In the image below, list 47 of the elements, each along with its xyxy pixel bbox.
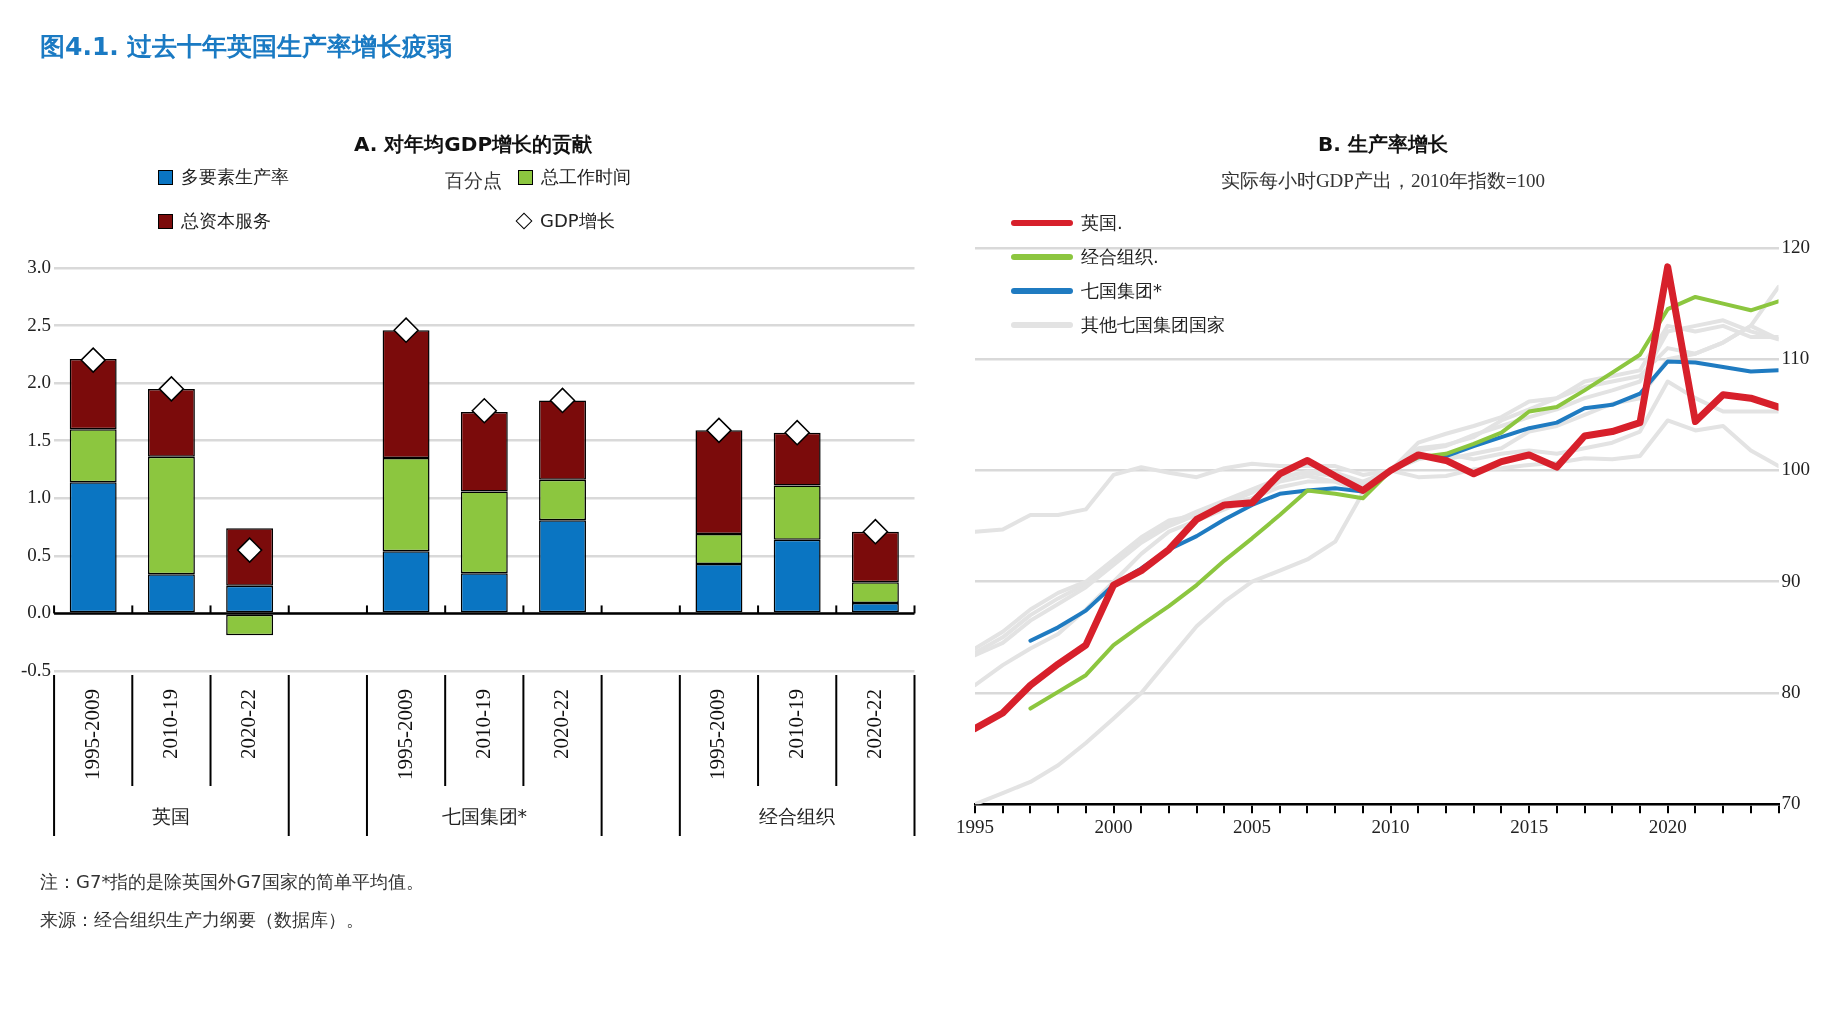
x-tick-label: 1995-2009 <box>79 689 104 781</box>
x-tick-label: 2010-19 <box>470 689 495 760</box>
x-tick-label: 2020-22 <box>861 689 886 760</box>
chart-title: A. 对年均GDP增长的贡献 <box>352 131 594 158</box>
y-tick-label: 2.0 <box>27 371 52 393</box>
y-tick-label: -0.5 <box>21 658 52 680</box>
y-tick-label: 0.5 <box>27 543 52 565</box>
y-tick-label: 100 <box>1781 458 1810 480</box>
text: 英国 <box>152 804 191 827</box>
text: 七国集团* <box>441 804 528 827</box>
legend-label: GDP增长 <box>540 209 615 233</box>
x-tick-label: 2015 <box>1510 815 1549 837</box>
x-tick-label: 1995-2009 <box>392 689 417 781</box>
legend-label: 多要素生产率 <box>181 165 289 189</box>
chart-title: B. 生产率增长 <box>1317 131 1449 158</box>
x-tick-label: 2010-19 <box>157 689 182 760</box>
x-tick-label: 2010-19 <box>783 689 808 760</box>
y-tick-label: 90 <box>1781 569 1801 591</box>
x-tick-label: 2005 <box>1233 815 1272 837</box>
caption: 图4.1. 过去十年英国生产率增长疲弱 <box>40 31 453 63</box>
x-tick-label: 2020-22 <box>236 689 261 760</box>
chart-subtitle: 实际每小时GDP产出，2010年指数=100 <box>1219 169 1547 193</box>
y-tick-label: 120 <box>1781 235 1810 257</box>
source-note: 来源：经合组织生产力纲要（数据库）。 <box>40 908 364 932</box>
text: 经合组织 <box>759 804 836 827</box>
chart-subtitle: 百分点 <box>444 170 502 191</box>
legend-label: 总资本服务 <box>181 209 271 233</box>
y-tick-label: 2.5 <box>27 313 52 335</box>
x-tick-label: 2000 <box>1094 815 1133 837</box>
legend-label: 英国. <box>1081 211 1123 235</box>
legend-label: 经合组织. <box>1081 245 1159 269</box>
y-tick-label: 80 <box>1781 680 1801 702</box>
x-tick-label: 2010 <box>1371 815 1410 837</box>
x-tick-label: 1995 <box>956 815 994 837</box>
x-tick-label: 2020-22 <box>549 689 574 760</box>
x-tick-label: 2020 <box>1648 815 1687 837</box>
y-tick-label: 110 <box>1781 347 1810 369</box>
y-tick-label: 70 <box>1781 792 1801 814</box>
legend-label: 七国集团* <box>1081 279 1162 303</box>
x-tick-label: 1995-2009 <box>705 689 730 781</box>
y-tick-label: 1.0 <box>27 486 52 508</box>
text: 注：G7*指的是除英国外G7国家的简单平均值。 <box>40 870 424 894</box>
y-tick-label: 3.0 <box>27 255 52 277</box>
legend-label: 其他七国集团国家 <box>1081 313 1225 337</box>
y-tick-label: 0.0 <box>27 601 52 623</box>
y-tick-label: 1.5 <box>27 428 52 450</box>
legend-label: 总工作时间 <box>541 165 631 189</box>
